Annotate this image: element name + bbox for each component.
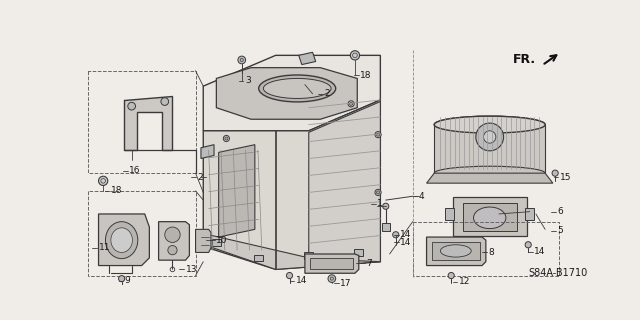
- Polygon shape: [204, 100, 380, 269]
- Text: 1: 1: [378, 199, 383, 208]
- Circle shape: [552, 170, 558, 176]
- Circle shape: [128, 102, 136, 110]
- Text: 14: 14: [401, 230, 412, 239]
- Ellipse shape: [435, 116, 545, 133]
- Text: 6: 6: [557, 207, 563, 216]
- Polygon shape: [216, 68, 357, 119]
- Circle shape: [350, 51, 360, 60]
- Circle shape: [238, 56, 246, 64]
- Circle shape: [484, 131, 496, 143]
- Polygon shape: [452, 197, 527, 236]
- Circle shape: [99, 176, 108, 186]
- Polygon shape: [159, 222, 189, 260]
- Circle shape: [161, 98, 168, 105]
- Polygon shape: [209, 235, 380, 269]
- Polygon shape: [299, 52, 316, 65]
- Circle shape: [525, 242, 531, 248]
- Bar: [354, 249, 364, 256]
- Text: 3: 3: [245, 76, 251, 85]
- Text: 18: 18: [111, 186, 122, 195]
- Ellipse shape: [440, 245, 471, 257]
- Circle shape: [376, 133, 380, 136]
- Text: 13: 13: [186, 265, 197, 274]
- Bar: [304, 252, 314, 259]
- Text: 10: 10: [216, 236, 228, 245]
- Text: 4: 4: [419, 192, 424, 201]
- Circle shape: [348, 101, 354, 107]
- Polygon shape: [201, 145, 214, 158]
- Bar: [525, 208, 534, 220]
- Circle shape: [118, 276, 125, 282]
- Text: 12: 12: [459, 277, 470, 286]
- Bar: [463, 203, 516, 231]
- Polygon shape: [99, 214, 149, 266]
- Text: 7: 7: [367, 259, 372, 268]
- Text: 9: 9: [125, 276, 131, 285]
- Text: 17: 17: [340, 279, 352, 288]
- Circle shape: [287, 273, 292, 279]
- Text: 14: 14: [401, 238, 412, 247]
- Bar: [445, 208, 454, 220]
- Text: 16: 16: [129, 166, 141, 175]
- Circle shape: [375, 132, 381, 138]
- Polygon shape: [196, 229, 211, 252]
- Ellipse shape: [259, 75, 336, 102]
- Circle shape: [376, 191, 380, 194]
- Text: 11: 11: [99, 243, 110, 252]
- Polygon shape: [382, 223, 390, 231]
- Polygon shape: [427, 173, 553, 183]
- Ellipse shape: [263, 78, 331, 99]
- Text: S84A-B1710: S84A-B1710: [528, 268, 588, 278]
- Text: 15: 15: [560, 172, 572, 181]
- Text: FR.: FR.: [513, 53, 536, 67]
- Text: 8: 8: [488, 248, 494, 257]
- Ellipse shape: [111, 228, 132, 252]
- Circle shape: [393, 232, 399, 238]
- Text: 2: 2: [324, 89, 330, 98]
- Bar: [310, 258, 353, 269]
- Text: 5: 5: [557, 227, 563, 236]
- Circle shape: [375, 189, 381, 196]
- Polygon shape: [124, 96, 172, 150]
- Bar: [432, 242, 480, 260]
- Polygon shape: [305, 254, 359, 273]
- Circle shape: [168, 245, 177, 255]
- Ellipse shape: [435, 116, 545, 133]
- Circle shape: [383, 203, 389, 209]
- Circle shape: [448, 273, 454, 279]
- Text: 18: 18: [360, 71, 372, 80]
- Polygon shape: [204, 55, 380, 131]
- Circle shape: [349, 102, 353, 105]
- Bar: [212, 239, 221, 245]
- Circle shape: [225, 137, 228, 140]
- Polygon shape: [427, 237, 486, 266]
- Circle shape: [164, 227, 180, 243]
- Circle shape: [223, 135, 230, 141]
- Ellipse shape: [435, 166, 545, 180]
- Ellipse shape: [106, 222, 138, 259]
- Polygon shape: [219, 145, 255, 237]
- Polygon shape: [308, 101, 380, 262]
- Text: 14: 14: [296, 276, 307, 285]
- Circle shape: [476, 123, 504, 151]
- Ellipse shape: [474, 207, 506, 228]
- Text: 14: 14: [534, 247, 546, 256]
- Text: 2: 2: [197, 172, 203, 181]
- Bar: [254, 255, 263, 261]
- Circle shape: [328, 275, 336, 283]
- Polygon shape: [435, 124, 545, 173]
